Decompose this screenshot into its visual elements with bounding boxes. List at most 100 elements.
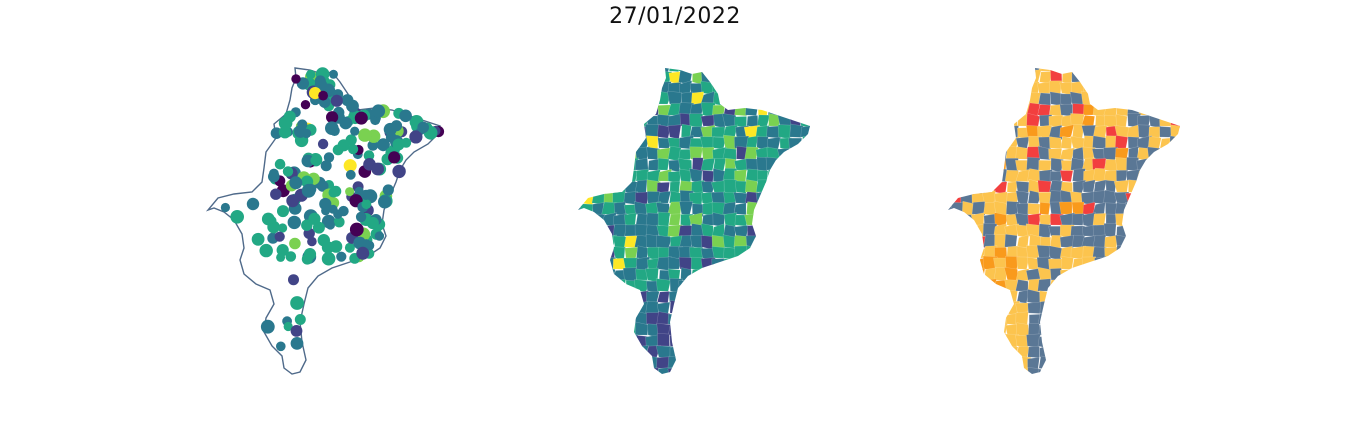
municipality-cell — [582, 379, 595, 393]
municipality-cell — [800, 80, 810, 95]
municipality-cell — [601, 311, 616, 326]
municipality-cell — [656, 356, 670, 370]
municipality-cell — [757, 366, 770, 374]
municipality-cell — [691, 290, 703, 303]
municipality-cell — [701, 377, 716, 391]
municipality-cell — [811, 201, 826, 216]
municipality-cell — [1005, 91, 1019, 107]
municipality-cell — [688, 312, 704, 327]
municipality-cell — [578, 190, 584, 205]
municipality-cell — [960, 344, 975, 360]
municipality-cell — [578, 212, 585, 226]
municipality-cell — [1169, 322, 1180, 336]
municipality-cell — [961, 267, 977, 282]
municipality-cell — [591, 168, 604, 185]
municipality-cell — [1061, 356, 1074, 370]
municipality-cell — [995, 69, 1010, 85]
municipality-cell — [1136, 290, 1150, 306]
municipality-cell — [734, 256, 747, 271]
municipality-cell — [1148, 291, 1162, 305]
municipality-cell — [700, 356, 716, 369]
municipality-cell — [1158, 158, 1173, 173]
municipality-cell — [714, 289, 725, 303]
municipality-cell — [1182, 93, 1196, 105]
municipality-cell — [580, 158, 594, 174]
municipality-point — [246, 197, 260, 211]
municipality-cell — [679, 201, 694, 216]
municipality-point — [371, 104, 386, 118]
municipality-cell — [1159, 69, 1173, 85]
municipality-cell — [799, 192, 810, 206]
municipality-cell — [799, 280, 810, 294]
municipality-cell — [811, 268, 825, 280]
municipality-point — [376, 138, 390, 152]
municipality-cell — [590, 291, 606, 305]
municipality-cell — [635, 368, 650, 374]
municipality-cell — [1059, 170, 1074, 182]
municipality-cell — [973, 103, 988, 116]
municipality-cell — [766, 168, 783, 184]
municipality-cell — [669, 278, 683, 294]
municipality-cell — [948, 179, 954, 193]
municipality-cell — [949, 92, 965, 107]
municipality-cell — [735, 311, 749, 327]
municipality-cell — [993, 333, 1009, 349]
municipality-cell — [778, 202, 791, 217]
municipality-cell — [1181, 203, 1195, 216]
municipality-cell — [982, 68, 999, 86]
municipality-cell — [765, 223, 781, 239]
municipality-cell — [1149, 334, 1164, 347]
municipality-cell — [948, 146, 953, 163]
municipality-cell — [1004, 346, 1019, 360]
municipality-cell — [971, 159, 987, 172]
municipality-cell — [1169, 157, 1180, 173]
municipality-cell — [1038, 323, 1053, 336]
municipality-cell — [1158, 182, 1173, 194]
municipality-cell — [1158, 102, 1173, 117]
municipality-cell — [667, 366, 683, 374]
municipality-cell — [1183, 170, 1193, 184]
municipality-cell — [948, 81, 953, 94]
municipality-cell — [1147, 201, 1161, 218]
municipality-cell — [983, 91, 998, 107]
municipality-cell — [745, 245, 759, 261]
municipality-cell — [635, 94, 650, 106]
municipality-point — [388, 151, 401, 164]
municipality-cell — [799, 289, 810, 305]
municipality-cell — [1114, 80, 1130, 95]
municipality-cell — [1039, 290, 1052, 303]
municipality-cell — [1016, 90, 1032, 107]
municipality-cell — [1040, 379, 1053, 392]
municipality-cell — [591, 147, 604, 163]
municipality-cell — [1147, 314, 1161, 326]
municipality-cell — [1158, 368, 1173, 374]
municipality-cell — [1137, 102, 1152, 116]
municipality-point — [355, 211, 367, 223]
municipality-cell — [949, 202, 965, 216]
municipality-point — [371, 162, 385, 176]
municipality-cell — [766, 68, 781, 73]
municipality-cell — [1158, 170, 1174, 183]
municipality-cell — [722, 333, 738, 348]
municipality-cell — [580, 312, 594, 327]
municipality-cell — [579, 101, 594, 118]
municipality-point — [317, 180, 329, 192]
municipality-cell — [647, 92, 662, 106]
municipality-cell — [811, 182, 825, 194]
municipality-point — [283, 321, 293, 332]
municipality-cell — [657, 190, 672, 204]
municipality-cell — [1179, 344, 1180, 359]
municipality-cell — [1138, 301, 1151, 316]
municipality-cell — [1092, 356, 1107, 369]
municipality-cell — [1137, 69, 1151, 83]
municipality-cell — [812, 127, 825, 138]
municipality-cell — [756, 344, 770, 359]
municipality-cell — [1015, 302, 1030, 314]
municipality-cell — [949, 114, 965, 130]
municipality-cell — [601, 333, 617, 350]
municipality-cell — [983, 278, 997, 293]
municipality-cell — [996, 379, 1009, 391]
municipality-cell — [1148, 191, 1163, 204]
municipality-cell — [700, 269, 716, 281]
municipality-point — [301, 253, 313, 265]
